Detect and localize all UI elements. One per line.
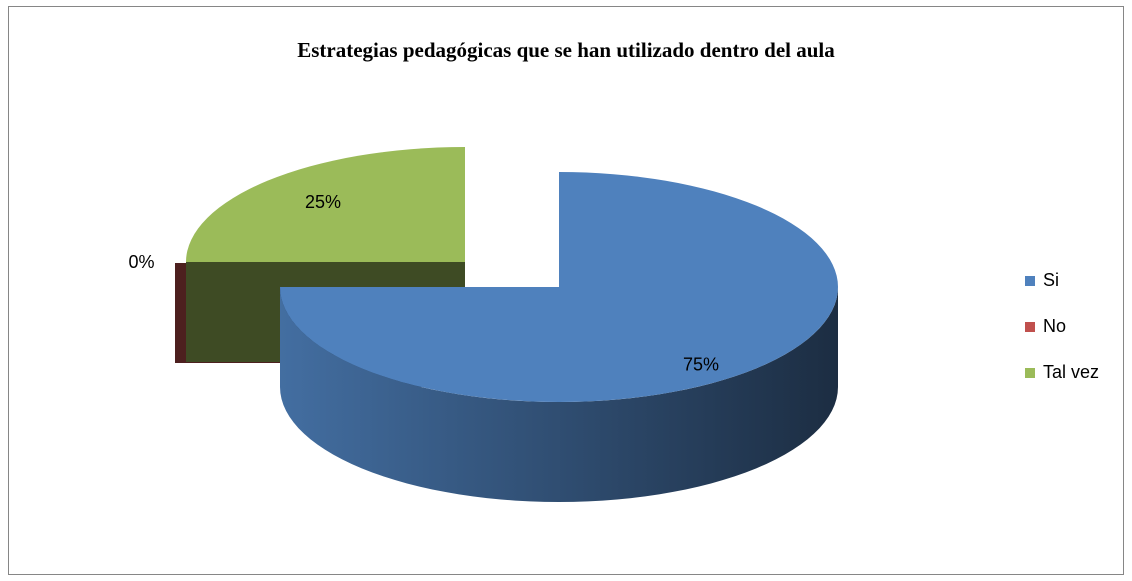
- legend-swatch: [1025, 368, 1035, 378]
- legend-label: No: [1043, 316, 1066, 336]
- slice: [280, 172, 838, 402]
- data-label: 25%: [305, 192, 341, 212]
- chart-title: Estrategias pedagógicas que se han utili…: [297, 38, 835, 62]
- legend-label: Si: [1043, 270, 1059, 290]
- data-label: 0%: [129, 252, 155, 272]
- data-label: 75%: [683, 354, 719, 374]
- legend-swatch: [1025, 322, 1035, 332]
- slice: [186, 147, 465, 262]
- slice-side: [280, 287, 838, 502]
- legend-label: Tal vez: [1043, 362, 1099, 382]
- legend-swatch: [1025, 276, 1035, 286]
